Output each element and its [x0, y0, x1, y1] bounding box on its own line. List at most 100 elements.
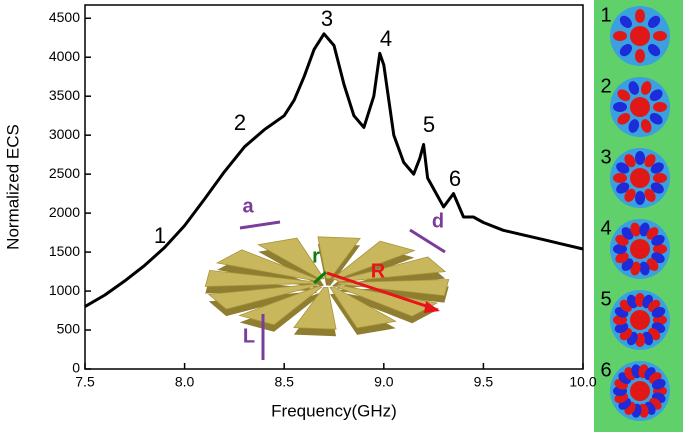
mode-lobe [650, 182, 664, 194]
x-tick-label: 8.0 [175, 374, 195, 390]
mode-lobe [624, 188, 636, 202]
mode-lobe [642, 331, 654, 346]
mode-lobe [624, 154, 636, 168]
y-tick-label: 2500 [49, 165, 80, 181]
y-tick-label: 500 [57, 321, 81, 337]
mode-label: 4 [600, 217, 611, 239]
mode-lobe [635, 191, 645, 205]
y-tick-label: 2000 [49, 204, 80, 220]
wedge [338, 279, 450, 297]
mode-lobe [648, 15, 661, 28]
wedge [336, 256, 447, 283]
wedge [329, 286, 397, 329]
ecs-line [84, 32, 584, 308]
mode-label: 3 [600, 146, 611, 168]
mode-core [630, 97, 650, 117]
mode-lobe [630, 222, 641, 237]
mode-lobe [615, 252, 629, 264]
mode-lobe [614, 322, 629, 334]
mode-lobe [635, 151, 645, 165]
x-axis-label: Frequency(GHz) [271, 401, 397, 420]
mode-lobe [650, 162, 664, 174]
x-tick-label: 10.0 [569, 374, 596, 390]
y-tick-label: 4500 [49, 9, 80, 25]
mode-lobe [628, 81, 640, 95]
mode-lobe [628, 119, 640, 133]
mode-lobe [651, 306, 666, 318]
mode-lobe [613, 173, 627, 183]
peak-label: 2 [234, 110, 246, 135]
y-tick-label: 1500 [49, 243, 80, 259]
wedge [207, 283, 318, 310]
mode-lobe [646, 258, 659, 271]
x-tick-label: 9.0 [374, 374, 394, 390]
mode-label: 2 [600, 75, 611, 97]
mode-label: 1 [600, 4, 611, 26]
y-axis-label: Normalized ECS [3, 124, 22, 250]
mode-lobe [621, 227, 634, 240]
mode-core [630, 310, 650, 330]
y-tick-label: 4000 [49, 48, 80, 64]
plot-frame [84, 4, 584, 370]
mode-lobe [653, 244, 667, 254]
wedge [257, 237, 325, 280]
inset-diagram: a d r R L [204, 195, 450, 360]
arrow-R [326, 271, 439, 312]
peak-label: 4 [380, 26, 392, 51]
inset-label: d [432, 210, 444, 232]
arrowhead [424, 301, 440, 313]
mode-lobe [613, 244, 627, 254]
x-tick-label: 8.5 [274, 374, 294, 390]
mode-lobe [640, 119, 652, 133]
arrow-r [312, 270, 328, 285]
mode-lobe [644, 188, 656, 202]
y-tick-label: 3500 [49, 87, 80, 103]
mode-lobe [644, 154, 656, 168]
peak-label: 5 [423, 112, 435, 137]
mode-lobe [635, 49, 645, 63]
mode-lobe [617, 113, 631, 125]
mode-core [630, 381, 650, 401]
mode-lobe [653, 102, 667, 112]
mode-lobe [653, 31, 667, 41]
peak-label: 3 [321, 6, 333, 31]
mode-lobe [617, 89, 631, 101]
mode-lobe [651, 234, 665, 246]
mode-lobe [616, 182, 630, 194]
mode-lobe [616, 162, 630, 174]
y-tick-label: 3000 [49, 126, 80, 142]
mode-lobe [639, 261, 650, 276]
wedge [331, 240, 416, 281]
inset-label: L [243, 325, 255, 347]
inset-label: r [312, 245, 320, 267]
inset-label: a [242, 195, 254, 217]
mode-lobe [613, 31, 627, 41]
mode-label: 6 [600, 359, 611, 381]
mode-lobe [619, 44, 632, 57]
mode-lobe [626, 294, 638, 309]
mode-lobe [649, 113, 663, 125]
mode-lobe [652, 378, 666, 390]
mode-lobe [639, 222, 650, 237]
mode-lobe [653, 173, 667, 183]
mode-lobe [649, 89, 663, 101]
mode-lobe [635, 9, 645, 23]
peak-label: 6 [449, 166, 461, 191]
mode-core [630, 239, 650, 259]
mode-lobe [648, 44, 661, 57]
wedge [238, 285, 323, 326]
y-tick-label: 1000 [49, 282, 80, 298]
mode-label: 5 [600, 288, 611, 310]
wedge [317, 236, 361, 280]
mode-core [630, 168, 650, 188]
x-tick-label: 9.5 [474, 374, 494, 390]
arrow-d [409, 228, 446, 254]
x-tick-label: 7.5 [75, 374, 95, 390]
inset-label: R [371, 260, 386, 282]
strip-bg [594, 0, 683, 432]
y-tick-label: 0 [72, 360, 80, 376]
mode-core [630, 26, 650, 46]
peak-label: 1 [154, 223, 166, 248]
mode-lobe [640, 81, 652, 95]
